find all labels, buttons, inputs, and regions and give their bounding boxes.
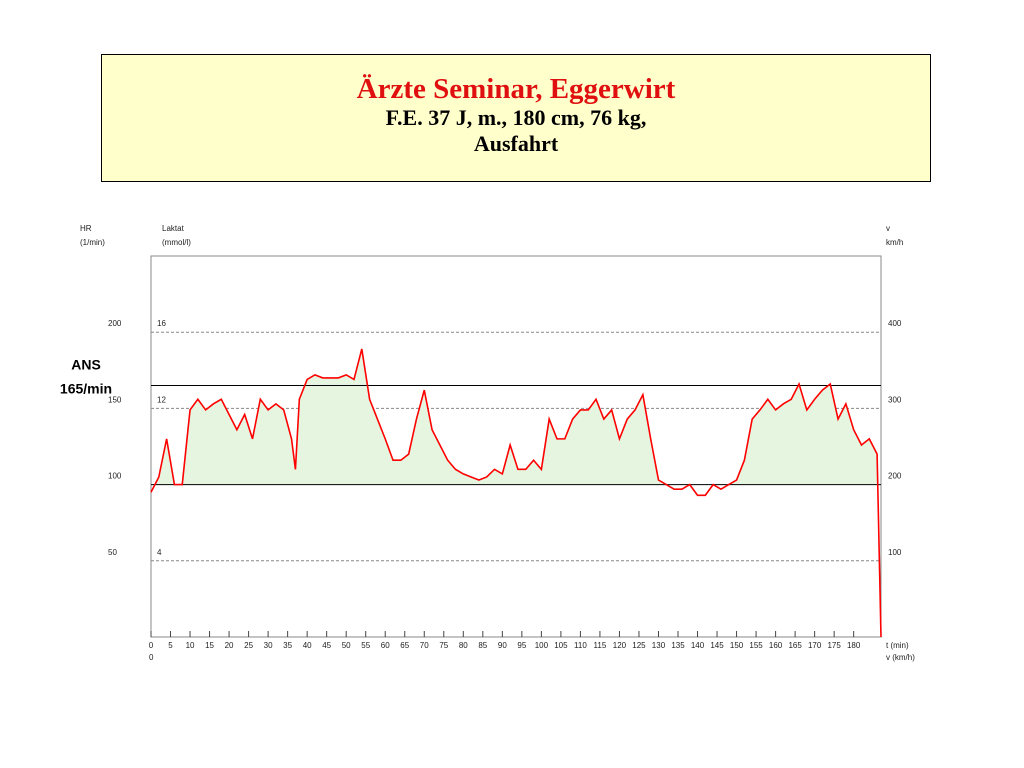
x-tick-label: 115 <box>594 641 607 650</box>
x-tick-label: 10 <box>186 641 195 650</box>
x2-tick-label: 0 <box>149 653 154 662</box>
x-tick-label: 100 <box>535 641 549 650</box>
y-tick-label: 200 <box>108 319 122 328</box>
x-tick-label: 160 <box>769 641 783 650</box>
x-tick-label: 75 <box>439 641 448 650</box>
y2-tick-label: 16 <box>157 319 166 328</box>
x-tick-label: 175 <box>827 641 841 650</box>
x-tick-label: 110 <box>574 641 587 650</box>
x-tick-label: 150 <box>730 641 744 650</box>
x-tick-label: 50 <box>342 641 351 650</box>
axis-label: v <box>886 224 890 233</box>
x-tick-label: 45 <box>322 641 331 650</box>
ans-label: ANS <box>71 357 101 373</box>
x-tick-label: 95 <box>517 641 526 650</box>
y3-tick-label: 100 <box>888 548 902 557</box>
x-tick-label: 140 <box>691 641 705 650</box>
x-tick-label: 80 <box>459 641 468 650</box>
title-box: Ärzte Seminar, Eggerwirt F.E. 37 J, m., … <box>101 54 931 182</box>
axis-label: (1/min) <box>80 238 105 247</box>
y-tick-label: 100 <box>108 472 122 481</box>
x-tick-label: 70 <box>420 641 429 650</box>
axis-label: Laktat <box>162 224 185 233</box>
x-tick-label: 130 <box>652 641 666 650</box>
axis-label: HR <box>80 224 92 233</box>
y2-tick-label: 4 <box>157 548 162 557</box>
ans-label: 165/min <box>60 381 112 397</box>
axis-label: t (min) <box>886 641 909 650</box>
x-tick-label: 165 <box>788 641 802 650</box>
x-tick-label: 5 <box>168 641 173 650</box>
x-tick-label: 170 <box>808 641 822 650</box>
y-tick-label: 50 <box>108 548 117 557</box>
axis-label: v (km/h) <box>886 653 915 662</box>
x-tick-label: 105 <box>554 641 568 650</box>
x-tick-label: 30 <box>264 641 273 650</box>
x-tick-label: 120 <box>613 641 627 650</box>
x-tick-label: 15 <box>205 641 214 650</box>
x-tick-label: 60 <box>381 641 390 650</box>
x-tick-label: 65 <box>400 641 409 650</box>
title: Ärzte Seminar, Eggerwirt <box>356 73 676 105</box>
x-tick-label: 85 <box>478 641 487 650</box>
line <box>150 348 882 638</box>
x-tick-label: 180 <box>847 641 861 650</box>
x-tick-label: 20 <box>225 641 234 650</box>
x-tick-label: 155 <box>749 641 763 650</box>
x-tick-label: 145 <box>710 641 724 650</box>
y3-tick-label: 200 <box>888 472 902 481</box>
area <box>151 348 881 485</box>
x-tick-label: 25 <box>244 641 253 650</box>
x-tick-label: 0 <box>149 641 154 650</box>
y3-tick-label: 400 <box>888 319 902 328</box>
axis-label: km/h <box>886 238 903 247</box>
x-tick-label: 35 <box>283 641 292 650</box>
y-tick-label: 150 <box>108 395 122 404</box>
x-tick-label: 90 <box>498 641 507 650</box>
y2-tick-label: 12 <box>157 395 166 404</box>
x-tick-label: 40 <box>303 641 312 650</box>
axis-label: (mmol/l) <box>162 238 191 247</box>
subtitle: Ausfahrt <box>473 131 559 156</box>
y3-tick-label: 300 <box>888 395 902 404</box>
x-tick-label: 135 <box>671 641 685 650</box>
subtitle: F.E. 37 J, m., 180 cm, 76 kg, <box>385 105 647 130</box>
x-tick-label: 125 <box>632 641 646 650</box>
x-tick-label: 55 <box>361 641 370 650</box>
